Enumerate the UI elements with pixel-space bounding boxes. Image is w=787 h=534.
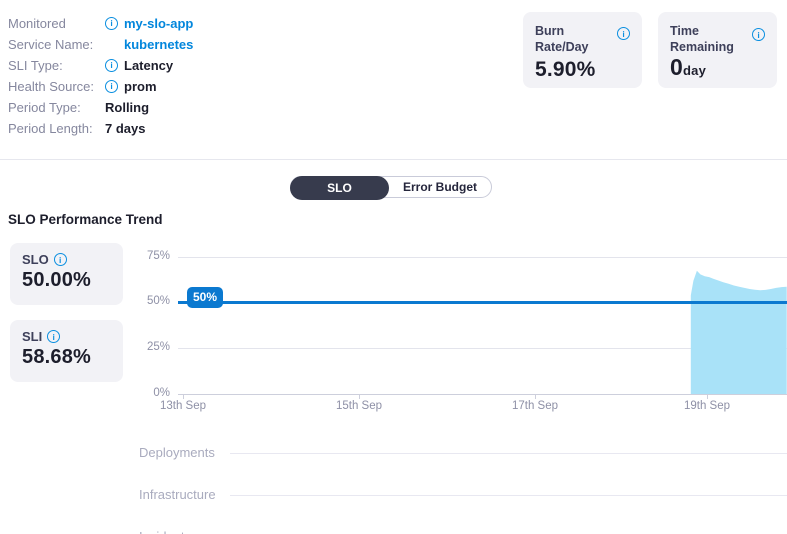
trend-section-title: SLO Performance Trend	[8, 212, 163, 227]
x-axis-line	[178, 394, 787, 395]
header-divider	[0, 159, 787, 160]
info-icon[interactable]	[105, 17, 118, 30]
info-icon[interactable]	[105, 59, 118, 72]
burn-rate-card: Burn Rate/Day 5.90%	[523, 12, 642, 88]
time-remaining-value: 0	[670, 54, 683, 80]
track-label-infrastructure: Infrastructure	[139, 487, 216, 502]
slo-kpi-value: 50.00%	[22, 269, 92, 291]
sli-kpi-value: 58.68%	[22, 346, 92, 368]
meta-label: Period Length:	[8, 121, 93, 136]
sli-type-value: Latency	[124, 58, 174, 73]
x-axis-label-13th: 13th Sep	[159, 400, 207, 412]
track-line	[230, 495, 787, 496]
info-icon[interactable]	[752, 28, 765, 41]
meta-row-service: Monitored Service Name: my-slo-app kuber…	[8, 13, 216, 55]
sli-kpi-card: SLI 58.68%	[10, 320, 123, 382]
y-axis-label-50: 50%	[146, 295, 170, 307]
slo-kpi-label: SLO	[22, 252, 49, 267]
burn-rate-label: Burn Rate/Day	[535, 24, 589, 54]
info-icon[interactable]	[105, 80, 118, 93]
x-tick	[707, 394, 708, 399]
time-remaining-unit: day	[683, 63, 707, 78]
x-axis-label-15th: 15th Sep	[335, 400, 383, 412]
meta-label: Health Source:	[8, 79, 94, 94]
info-icon[interactable]	[53, 253, 67, 266]
health-source-value: prom	[124, 79, 157, 94]
track-line	[230, 453, 787, 454]
slo-meta-panel: Monitored Service Name: my-slo-app kuber…	[8, 13, 216, 139]
meta-label: Monitored Service Name:	[8, 16, 94, 52]
meta-row-period-length: Period Length: 7 days	[8, 118, 216, 139]
x-tick	[183, 394, 184, 399]
info-icon[interactable]	[617, 27, 630, 40]
meta-label: SLI Type:	[8, 58, 63, 73]
tab-slo[interactable]: SLO	[290, 176, 389, 200]
track-label-incidents: Incidents	[139, 530, 191, 534]
slo-target-line	[178, 301, 787, 304]
slo-kpi-card: SLO 50.00%	[10, 243, 123, 305]
monitored-service-link[interactable]: my-slo-app kubernetes	[124, 16, 194, 52]
track-label-deployments: Deployments	[139, 445, 215, 460]
gridline-75	[178, 257, 787, 258]
y-axis-label-25: 25%	[146, 341, 170, 353]
meta-row-health-source: Health Source: prom	[8, 76, 216, 97]
gridline-25	[178, 348, 787, 349]
x-tick	[535, 394, 536, 399]
meta-row-period-type: Period Type: Rolling	[8, 97, 216, 118]
y-axis-label-0: 0%	[153, 387, 170, 399]
meta-label: Period Type:	[8, 100, 81, 115]
x-tick	[359, 394, 360, 399]
burn-rate-value: 5.90%	[535, 58, 596, 81]
period-length-value: 7 days	[105, 121, 146, 136]
y-axis-label-75: 75%	[146, 250, 170, 262]
period-type-value: Rolling	[105, 100, 150, 115]
x-axis-label-17th: 17th Sep	[511, 400, 559, 412]
time-remaining-card: Time Remaining 0day	[658, 12, 777, 88]
view-toggle: SLO Error Budget	[290, 176, 492, 200]
sli-kpi-label: SLI	[22, 329, 43, 344]
meta-row-sli-type: SLI Type: Latency	[8, 55, 216, 76]
slo-target-badge: 50%	[187, 287, 223, 308]
time-remaining-label: Time Remaining	[670, 24, 734, 54]
sli-area-series	[690, 270, 787, 394]
tab-error-budget[interactable]: Error Budget	[402, 180, 477, 194]
info-icon[interactable]	[47, 330, 61, 343]
x-axis-label-19th: 19th Sep	[683, 400, 731, 412]
